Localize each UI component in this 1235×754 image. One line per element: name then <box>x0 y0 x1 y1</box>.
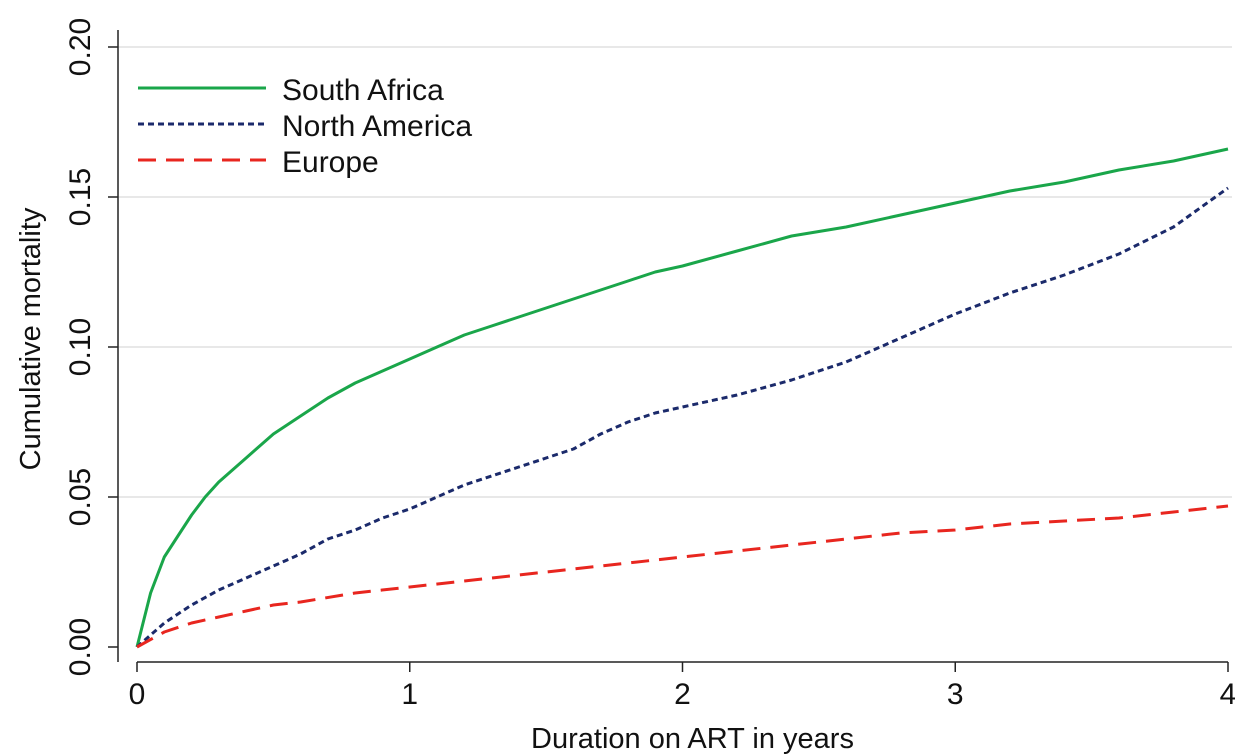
gridlines <box>118 46 1232 498</box>
series-lines <box>135 147 1229 649</box>
x-tick-label: 4 <box>1220 678 1235 711</box>
x-tick-label: 1 <box>401 678 418 711</box>
x-tick-label: 2 <box>674 678 691 711</box>
y-tick-label: 0.15 <box>64 168 97 226</box>
legend-label: Europe <box>282 146 379 179</box>
y-tick-label: 0.10 <box>64 318 97 376</box>
legend-label: South Africa <box>282 74 444 107</box>
series-line-0 <box>135 147 1229 648</box>
x-axis-title: Duration on ART in years <box>531 723 854 754</box>
y-tick-label: 0.20 <box>64 18 97 76</box>
x-tick-label: 3 <box>947 678 964 711</box>
y-tick-label: 0.05 <box>64 468 97 526</box>
y-axis-title: Cumulative mortality <box>15 207 47 470</box>
ticks: 0.00 0.05 0.10 0.15 0.20 0 1 2 3 4 <box>64 18 1235 711</box>
series-line-2 <box>136 504 1229 649</box>
x-tick-label: 0 <box>129 678 146 711</box>
legend-label: North America <box>282 110 472 143</box>
y-tick-label: 0.00 <box>64 618 97 676</box>
series-line-1 <box>136 186 1229 649</box>
